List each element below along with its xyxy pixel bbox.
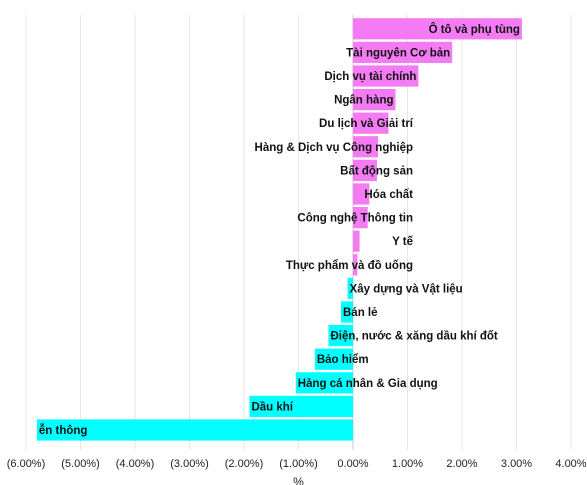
bar-label: Y tế — [392, 236, 413, 248]
bar — [353, 254, 358, 276]
bar-label: Dịch vụ tài chính — [324, 71, 416, 83]
bar-label: Hàng cá nhân & Gia dụng — [298, 378, 438, 390]
x-tick-label: (5.00%) — [61, 458, 100, 470]
bar — [295, 372, 353, 394]
bar — [353, 230, 360, 252]
bar — [353, 136, 379, 158]
bar-label: Ngân hàng — [334, 95, 393, 107]
bar — [353, 207, 368, 229]
bars — [36, 18, 522, 441]
bar — [353, 159, 377, 181]
bar — [249, 395, 353, 417]
bar-label: Bảo hiểm — [317, 354, 369, 366]
bar — [347, 277, 353, 299]
bar-label: Điện, nước & xăng dầu khí đốt — [330, 331, 497, 343]
x-tick-label: (4.00%) — [116, 458, 155, 470]
x-tick-labels: (6.00%) (5.00%) (4.00%) (3.00%) (2.00%) (1.00… — [7, 458, 587, 470]
x-tick-label: 3.00% — [501, 458, 532, 470]
x-axis-title: % — [293, 475, 304, 485]
x-tick-label: (2.00%) — [225, 458, 264, 470]
bar-label: Dầu khí — [251, 401, 293, 413]
bar-label: Ô tô và phụ tùng — [429, 23, 520, 36]
x-tick-label: (6.00%) — [7, 458, 46, 470]
x-tick-label: 2.00% — [446, 458, 477, 470]
bar-label: Công nghệ Thông tin — [297, 213, 413, 225]
bar-label: Bán lẻ — [343, 307, 378, 319]
bar-label: ễn thông — [39, 424, 88, 437]
bar — [36, 419, 354, 441]
bar-label: Hóa chất — [364, 189, 413, 201]
bar-label: Tài nguyên Cơ bản — [346, 47, 450, 59]
x-tick-label: (3.00%) — [170, 458, 209, 470]
gridlines — [25, 15, 572, 450]
bar-label: Du lịch và Giải trí — [319, 118, 414, 130]
bar-label: Bất động sản — [340, 165, 413, 177]
bar — [353, 89, 396, 111]
x-tick-label: 1.00% — [392, 458, 423, 470]
bar — [353, 183, 370, 205]
bar — [353, 18, 522, 40]
bar — [314, 348, 353, 370]
bar-label: Thực phẩm và đồ uống — [286, 260, 413, 272]
x-tick-label: (1.00%) — [279, 458, 318, 470]
bar — [353, 112, 389, 134]
bar-labels: Ô tô và phụ tùng Tài nguyên Cơ bản Dịch vụ… — [39, 23, 520, 437]
bar — [341, 301, 353, 323]
bar-label: Hàng & Dịch vụ Công nghiệp — [255, 142, 413, 154]
x-tick-label: 0.00% — [337, 458, 368, 470]
bar — [328, 325, 353, 347]
bar — [353, 65, 419, 87]
x-tick-label: 4.00% — [555, 458, 586, 470]
bar — [353, 41, 453, 63]
bar-label: Xây dựng và Vật liệu — [350, 283, 463, 295]
